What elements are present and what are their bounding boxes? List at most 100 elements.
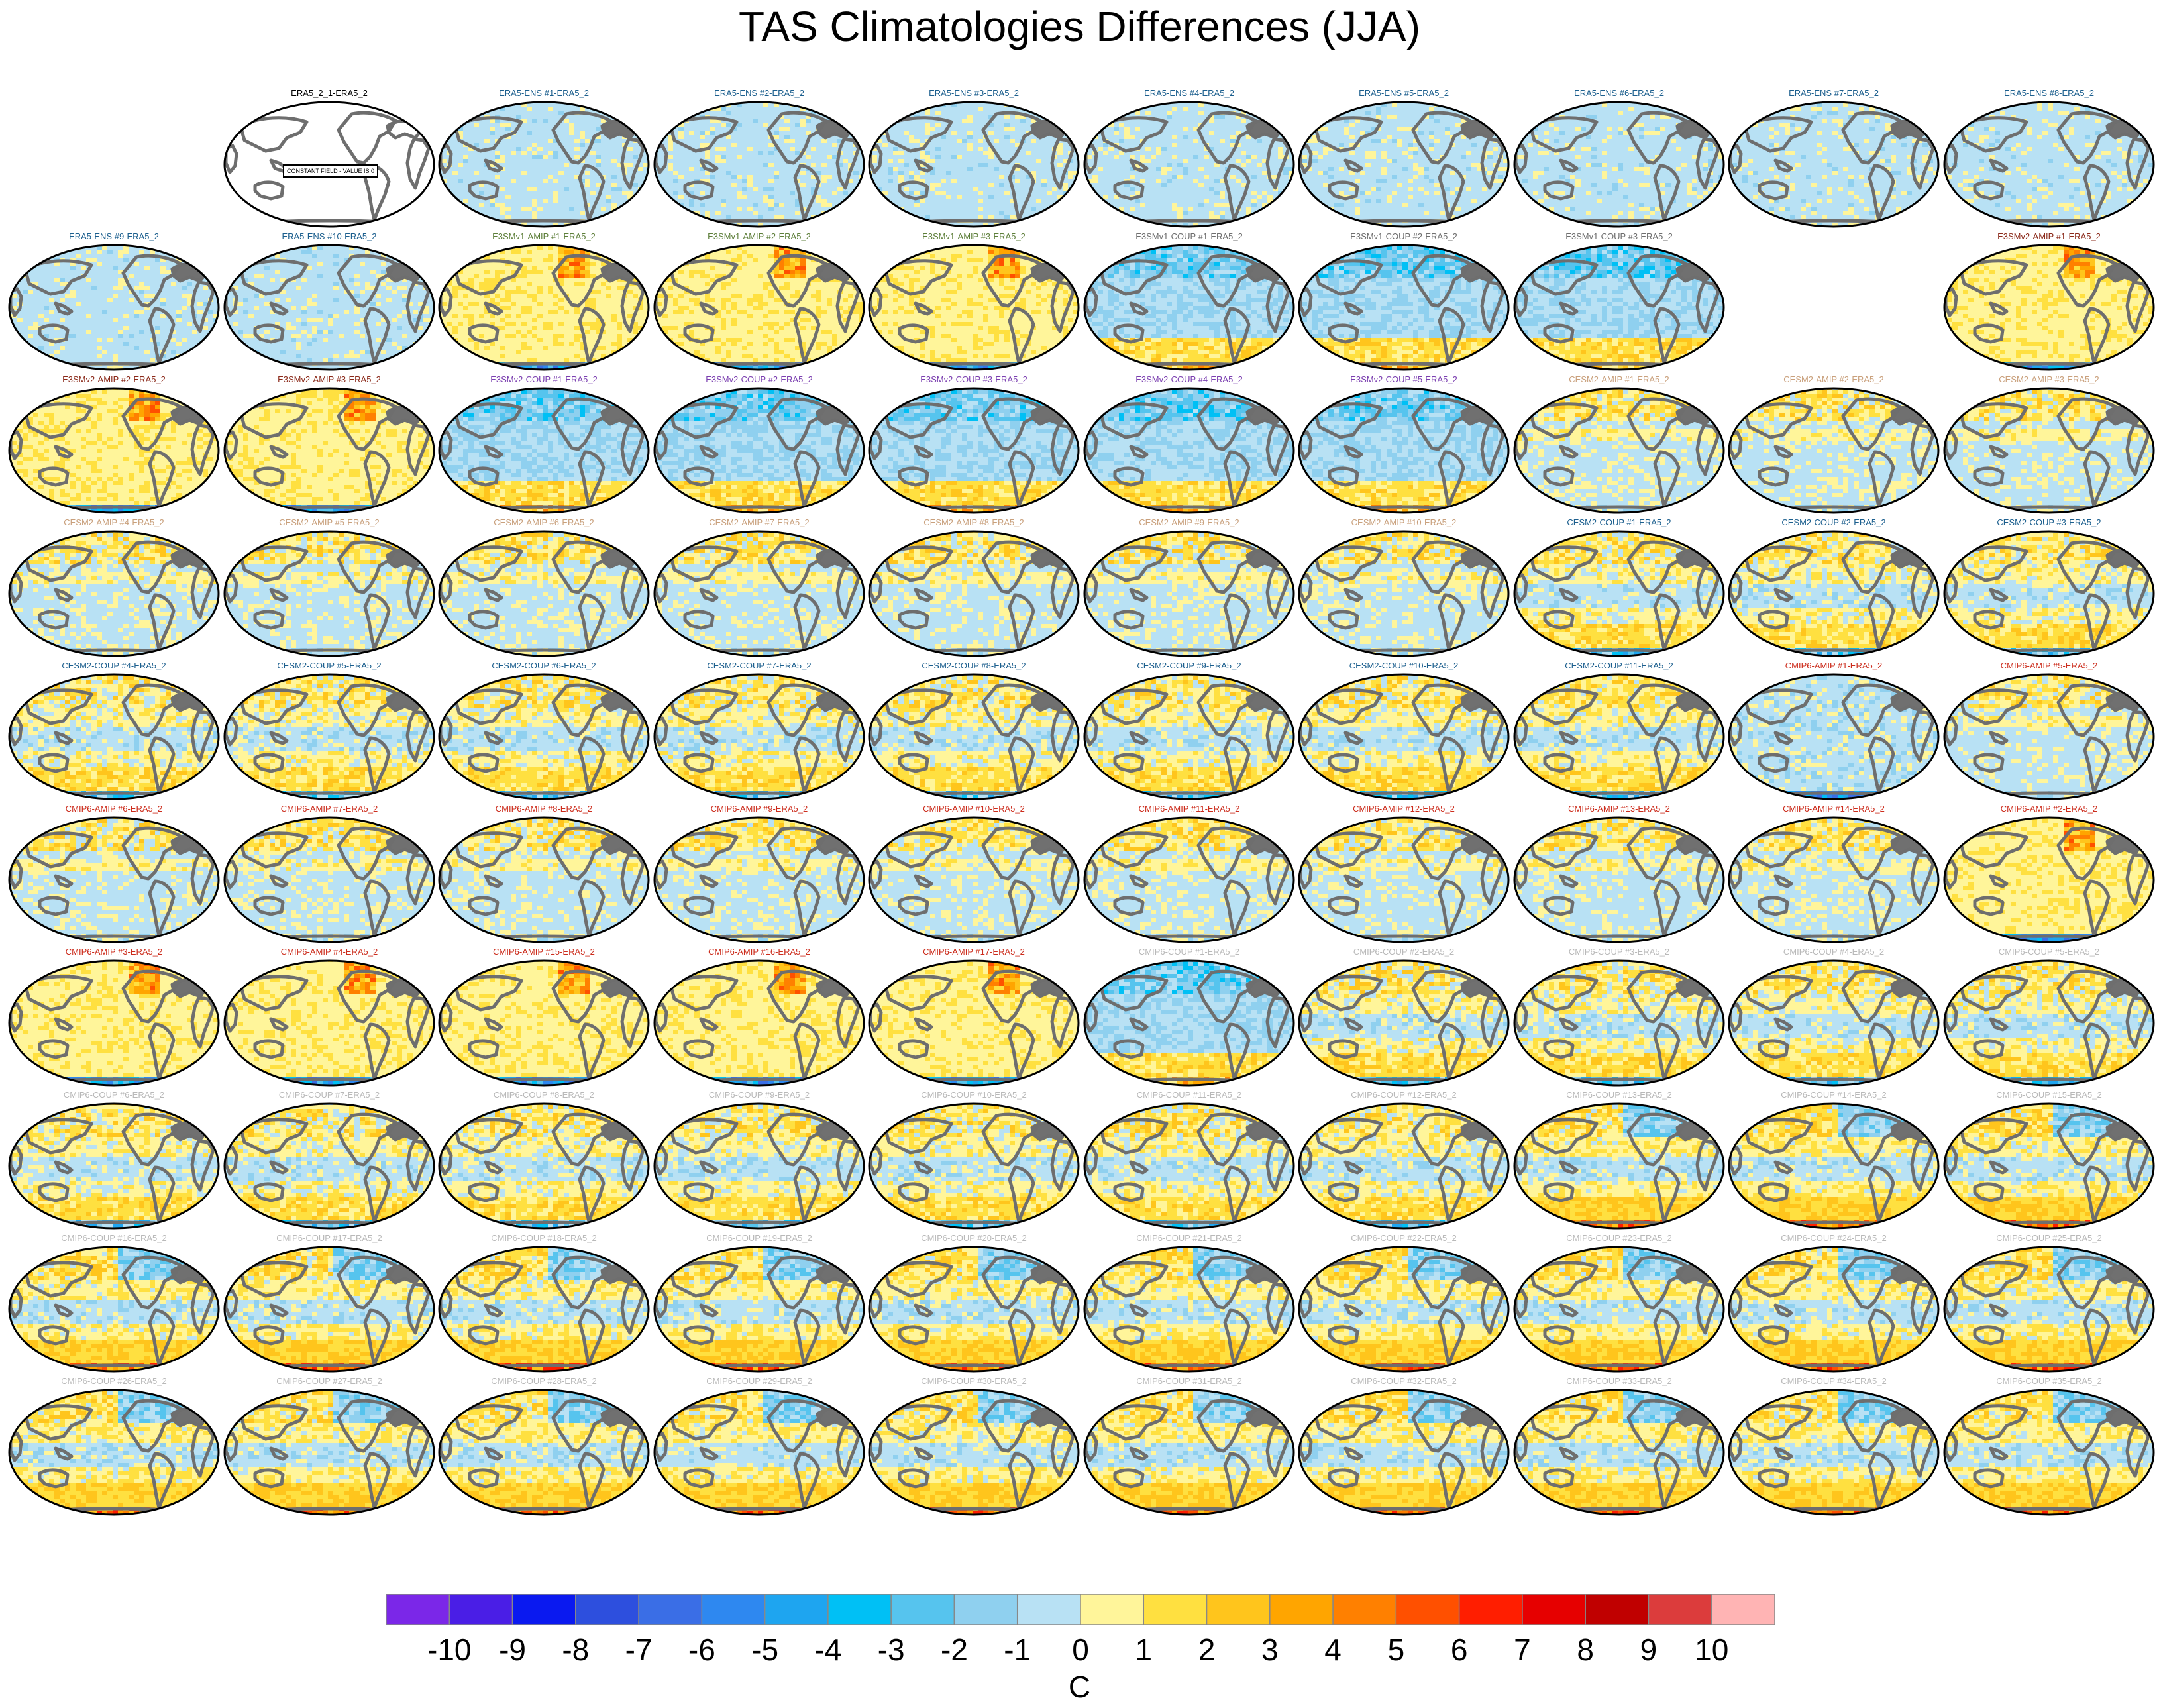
world-map [7,386,221,515]
map-panel: CMIP6-COUP #21-ERA5_2 [1082,1232,1296,1375]
panel-title: CMIP6-COUP #5-ERA5_2 [1942,946,2156,958]
panel-title: CMIP6-COUP #21-ERA5_2 [1082,1232,1296,1244]
map-panel: E3SMv1-AMIP #1-ERA5_2 [437,231,651,374]
map-panel: E3SMv2-COUP #1-ERA5_2 [437,374,651,517]
map-panel: ERA5_2_1-ERA5_2 CONSTANT FIELD - VALUE IS… [222,87,437,231]
colorbar-tick-label: 9 [1640,1631,1658,1668]
world-map [1082,99,1296,229]
world-map [1942,958,2156,1088]
map-panel: CMIP6-AMIP #9-ERA5_2 [652,803,867,946]
colorbar-units: C [0,1668,2159,1705]
world-map [1726,529,1941,659]
map-panel: ERA5-ENS #6-ERA5_2 [1512,87,1726,231]
map-panel: CMIP6-COUP #9-ERA5_2 [652,1089,867,1232]
world-map [437,815,651,945]
map-panel: CMIP6-AMIP #15-ERA5_2 [437,946,651,1089]
constant-field-note: CONSTANT FIELD - VALUE IS 0 [283,164,378,178]
map-panel: CESM2-AMIP #4-ERA5_2 [7,517,221,660]
world-map [437,99,651,229]
world-map [437,242,651,372]
panel-title: CMIP6-AMIP #11-ERA5_2 [1082,803,1296,815]
world-map [652,1387,867,1517]
panel-title: CMIP6-COUP #1-ERA5_2 [1082,946,1296,958]
map-panel: CMIP6-COUP #17-ERA5_2 [222,1232,437,1375]
panel-title: CESM2-AMIP #3-ERA5_2 [1942,374,2156,386]
panel-title: CMIP6-COUP #18-ERA5_2 [437,1232,651,1244]
map-panel: CMIP6-AMIP #2-ERA5_2 [1942,803,2156,946]
panel-title: CMIP6-AMIP #13-ERA5_2 [1512,803,1726,815]
map-panel: CMIP6-COUP #16-ERA5_2 [7,1232,221,1375]
world-map [652,958,867,1088]
panel-title: CMIP6-AMIP #4-ERA5_2 [222,946,437,958]
panel-title: E3SMv2-COUP #5-ERA5_2 [1296,374,1511,386]
panel-title: CMIP6-COUP #28-ERA5_2 [437,1375,651,1387]
panel-title: CMIP6-COUP #35-ERA5_2 [1942,1375,2156,1387]
colorbar-tick-label: 7 [1514,1631,1531,1668]
map-panel: CESM2-COUP #11-ERA5_2 [1512,660,1726,803]
world-map [1296,1244,1511,1374]
panel-title: E3SMv1-COUP #2-ERA5_2 [1296,231,1511,242]
colorbar-swatch [386,1594,449,1625]
world-map [1082,386,1296,515]
world-map [222,529,437,659]
world-map [867,242,1081,372]
map-panel: E3SMv2-AMIP #3-ERA5_2 [222,374,437,517]
panel-title: E3SMv2-COUP #1-ERA5_2 [437,374,651,386]
panel-title: CMIP6-COUP #32-ERA5_2 [1296,1375,1511,1387]
colorbar-tick-label: 0 [1072,1631,1089,1668]
panel-title: CESM2-AMIP #6-ERA5_2 [437,517,651,529]
map-panel: ERA5-ENS #5-ERA5_2 [1296,87,1511,231]
panel-title: ERA5-ENS #9-ERA5_2 [7,231,221,242]
map-panel: CESM2-AMIP #9-ERA5_2 [1082,517,1296,660]
colorbar-swatch [1396,1594,1459,1625]
world-map [652,815,867,945]
colorbar-swatch [1270,1594,1333,1625]
panel-title: CMIP6-COUP #29-ERA5_2 [652,1375,867,1387]
panel-title: ERA5-ENS #6-ERA5_2 [1512,87,1726,99]
panel-title: CMIP6-COUP #27-ERA5_2 [222,1375,437,1387]
map-panel: CESM2-COUP #1-ERA5_2 [1512,517,1726,660]
colorbar-tick-label: 8 [1577,1631,1594,1668]
panel-title: CMIP6-AMIP #7-ERA5_2 [222,803,437,815]
world-map [1512,529,1726,659]
panel-title: CESM2-COUP #5-ERA5_2 [222,660,437,672]
colorbar-tick-label: -3 [878,1631,905,1668]
map-panel: ERA5-ENS #3-ERA5_2 [867,87,1081,231]
colorbar-tick-label: 10 [1695,1631,1728,1668]
colorbar-tick-label: -10 [427,1631,471,1668]
panel-title: CMIP6-COUP #23-ERA5_2 [1512,1232,1726,1244]
world-map [437,529,651,659]
panel-title: CMIP6-AMIP #10-ERA5_2 [867,803,1081,815]
world-map [867,672,1081,802]
map-panel: CMIP6-AMIP #4-ERA5_2 [222,946,437,1089]
world-map [1942,529,2156,659]
map-panel: CMIP6-AMIP #5-ERA5_2 [1942,660,2156,803]
world-map [1296,672,1511,802]
colorbar-swatch [1459,1594,1522,1625]
world-map [1942,242,2156,372]
world-map [7,529,221,659]
panel-title: CESM2-COUP #4-ERA5_2 [7,660,221,672]
map-panel: E3SMv1-COUP #3-ERA5_2 [1512,231,1726,374]
panel-title: CMIP6-AMIP #6-ERA5_2 [7,803,221,815]
map-panel: ERA5-ENS #8-ERA5_2 [1942,87,2156,231]
colorbar-swatch [1080,1594,1143,1625]
map-panel: CMIP6-COUP #25-ERA5_2 [1942,1232,2156,1375]
map-panel: CMIP6-AMIP #8-ERA5_2 [437,803,651,946]
panel-title: CMIP6-COUP #3-ERA5_2 [1512,946,1726,958]
world-map [7,672,221,802]
map-panel: CESM2-COUP #10-ERA5_2 [1296,660,1511,803]
panel-title: ERA5-ENS #2-ERA5_2 [652,87,867,99]
world-map [1512,242,1726,372]
panel-title: CESM2-COUP #8-ERA5_2 [867,660,1081,672]
panel-title: CMIP6-COUP #13-ERA5_2 [1512,1089,1726,1101]
panel-title: E3SMv2-AMIP #1-ERA5_2 [1942,231,2156,242]
panel-title: CMIP6-COUP #34-ERA5_2 [1726,1375,1941,1387]
colorbar-tick-label: -9 [499,1631,526,1668]
map-panel: CESM2-AMIP #3-ERA5_2 [1942,374,2156,517]
panel-title: CESM2-COUP #11-ERA5_2 [1512,660,1726,672]
world-map [437,672,651,802]
map-panel: E3SMv2-COUP #2-ERA5_2 [652,374,867,517]
map-panel: CMIP6-COUP #11-ERA5_2 [1082,1089,1296,1232]
world-map [1512,99,1726,229]
